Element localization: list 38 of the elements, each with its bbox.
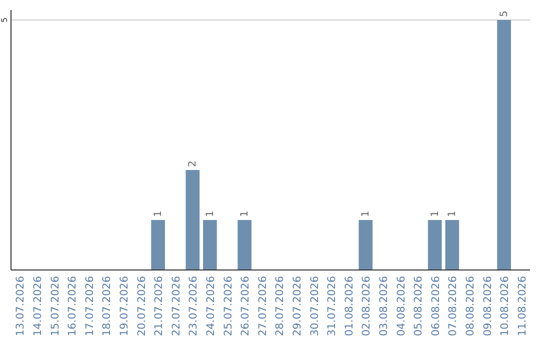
x-tick-label: 30.07.2026 bbox=[308, 276, 321, 336]
x-tick-label: 04.08.2026 bbox=[395, 276, 408, 336]
data-label: 1 bbox=[447, 210, 458, 217]
x-tick-label: 06.08.2026 bbox=[430, 276, 442, 336]
x-tick-label: 08.08.2026 bbox=[464, 276, 476, 336]
x-tick-label: 17.07.2026 bbox=[84, 276, 96, 336]
data-label: 5 bbox=[499, 10, 510, 17]
x-tick-label: 23.07.2026 bbox=[188, 276, 200, 336]
x-tick-label: 03.08.2026 bbox=[378, 276, 390, 336]
data-label: 1 bbox=[360, 210, 372, 217]
x-tick-label: 31.07.2026 bbox=[326, 276, 338, 336]
x-tick-label: 26.07.2026 bbox=[240, 276, 252, 336]
x-tick-label: 02.08.2026 bbox=[360, 276, 373, 336]
x-tick-label: 01.08.2026 bbox=[343, 276, 356, 336]
x-tick-label: 13.07.2026 bbox=[14, 276, 27, 336]
x-tick-label: 14.07.2026 bbox=[32, 276, 44, 336]
x-tick-label: 07.08.2026 bbox=[447, 276, 460, 336]
x-tick-label: 21.07.2026 bbox=[153, 276, 166, 336]
data-label: 1 bbox=[153, 210, 164, 217]
data-label: 1 bbox=[240, 210, 251, 217]
x-tick-label: 09.08.2026 bbox=[482, 276, 494, 336]
x-tick-label: 18.07.2026 bbox=[101, 276, 114, 336]
x-tick-label: 05.08.2026 bbox=[412, 276, 425, 336]
data-label: 1 bbox=[430, 210, 441, 217]
x-tick-label: 11.08.2026 bbox=[516, 276, 528, 336]
data-label: 1 bbox=[204, 210, 216, 217]
x-tick-label: 19.07.2026 bbox=[118, 276, 130, 336]
x-tick-label: 20.07.2026 bbox=[136, 276, 148, 336]
x-tick-label: 29.07.2026 bbox=[291, 276, 304, 336]
x-tick-label: 28.07.2026 bbox=[274, 276, 286, 336]
x-tick-label: 10.08.2026 bbox=[499, 276, 512, 336]
x-tick-label: 15.07.2026 bbox=[49, 276, 62, 336]
x-tick-label: 22.07.2026 bbox=[170, 276, 182, 336]
x-tick-label: 24.07.2026 bbox=[204, 276, 217, 336]
data-label: 2 bbox=[188, 160, 199, 167]
x-tick-label: 25.07.2026 bbox=[222, 276, 234, 336]
x-tick-label: 27.07.2026 bbox=[256, 276, 269, 336]
x-tick-label: 16.07.2026 bbox=[66, 276, 79, 336]
